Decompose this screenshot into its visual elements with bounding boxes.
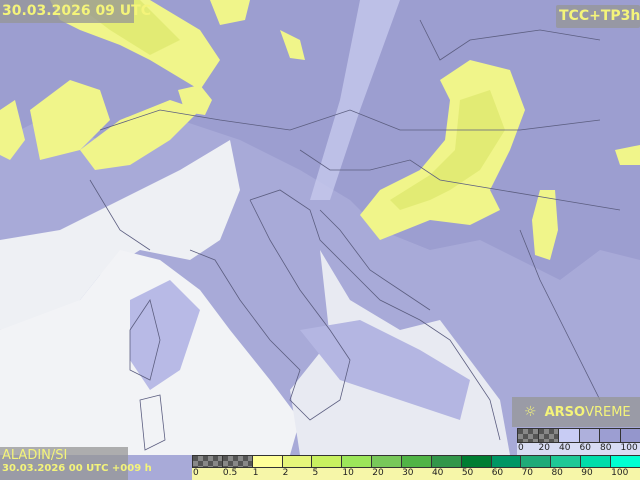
precip-area (390, 90, 505, 210)
legend-swatch (192, 455, 222, 468)
cloud-streak (310, 0, 400, 200)
legend-tick-label: 40 (559, 443, 571, 453)
legend-tick-label: 70 (521, 468, 534, 478)
cloud-patch (130, 280, 200, 390)
legend-swatch (401, 455, 431, 468)
clear-sky-area (0, 140, 240, 330)
cloud-patch (300, 320, 470, 420)
precip-area (615, 145, 640, 165)
legend-tick-label: 20 (538, 443, 550, 453)
precipitation-legend (192, 455, 640, 468)
legend-swatch (580, 455, 611, 468)
legend-swatch (520, 455, 551, 468)
arso-logo: ☼ ARSOVREME (512, 397, 640, 427)
legend-swatch (610, 455, 640, 468)
precip-area (30, 80, 110, 160)
precip-area (0, 100, 25, 160)
legend-swatch (517, 428, 538, 443)
legend-tick-label: 100 (620, 443, 638, 453)
legend-swatch (578, 428, 599, 443)
sun-cloud-icon: ☼ (524, 404, 537, 420)
legend-tick-label: 60 (491, 468, 504, 478)
model-info: ALADIN/SI 30.03.2026 00 UTC +009 h (0, 447, 152, 480)
legend-swatch (430, 455, 461, 468)
legend-tick-label: 5 (312, 468, 319, 478)
logo-brand: ARSO (544, 404, 586, 420)
valid-time-label: 30.03.2026 09 UTC (0, 0, 151, 23)
legend-tick-label: 60 (579, 443, 591, 453)
precip-area (210, 0, 250, 25)
legend-swatch (460, 455, 491, 468)
legend-tick-label: 2 (282, 468, 289, 478)
legend-tick-label: 50 (461, 468, 474, 478)
legend-tick-label: 80 (600, 443, 612, 453)
model-run: 30.03.2026 00 UTC +009 h (2, 463, 152, 474)
precip-area (532, 190, 558, 260)
legend-tick-label: 90 (581, 468, 593, 478)
precip-area (178, 85, 212, 115)
legend-tick-label: 0.5 (222, 468, 238, 478)
cloud-cover-legend (517, 428, 640, 443)
legend-swatch (558, 428, 579, 443)
precipitation-legend-labels: 0 0.5 1 2 5 10 20 30 40 50 60 70 80 90 100 (192, 468, 640, 480)
legend-tick-label: 40 (431, 468, 444, 478)
legend-swatch (371, 455, 402, 468)
legend-swatch (251, 455, 282, 468)
precip-area (280, 30, 305, 60)
legend-tick-label: 0 (518, 443, 524, 453)
precip-area (80, 100, 200, 170)
legend-tick-label: 100 (611, 468, 629, 478)
legend-swatch (490, 455, 521, 468)
legend-swatch (311, 455, 342, 468)
legend-tick-label: 1 (252, 468, 259, 478)
legend-tick-label: 10 (342, 468, 354, 478)
legend-swatch (619, 428, 640, 443)
legend-tick-label: 80 (551, 468, 563, 478)
product-label: TCC+TP3h (556, 5, 640, 28)
legend-tick-label: 30 (402, 468, 414, 478)
legend-tick-label: 0 (193, 468, 199, 478)
legend-swatch (599, 428, 620, 443)
legend-swatch (221, 455, 252, 468)
legend-swatch (537, 428, 558, 443)
legend-swatch (281, 455, 312, 468)
logo-name: VREME (585, 404, 631, 420)
legend-swatch (550, 455, 581, 468)
borders-coastlines (89, 19, 621, 451)
cloud-cover-legend-labels: 0 20 40 60 80 100 (517, 443, 640, 455)
legend-swatch (341, 455, 372, 468)
legend-tick-label: 20 (372, 468, 384, 478)
model-name: ALADIN/SI (2, 448, 68, 463)
